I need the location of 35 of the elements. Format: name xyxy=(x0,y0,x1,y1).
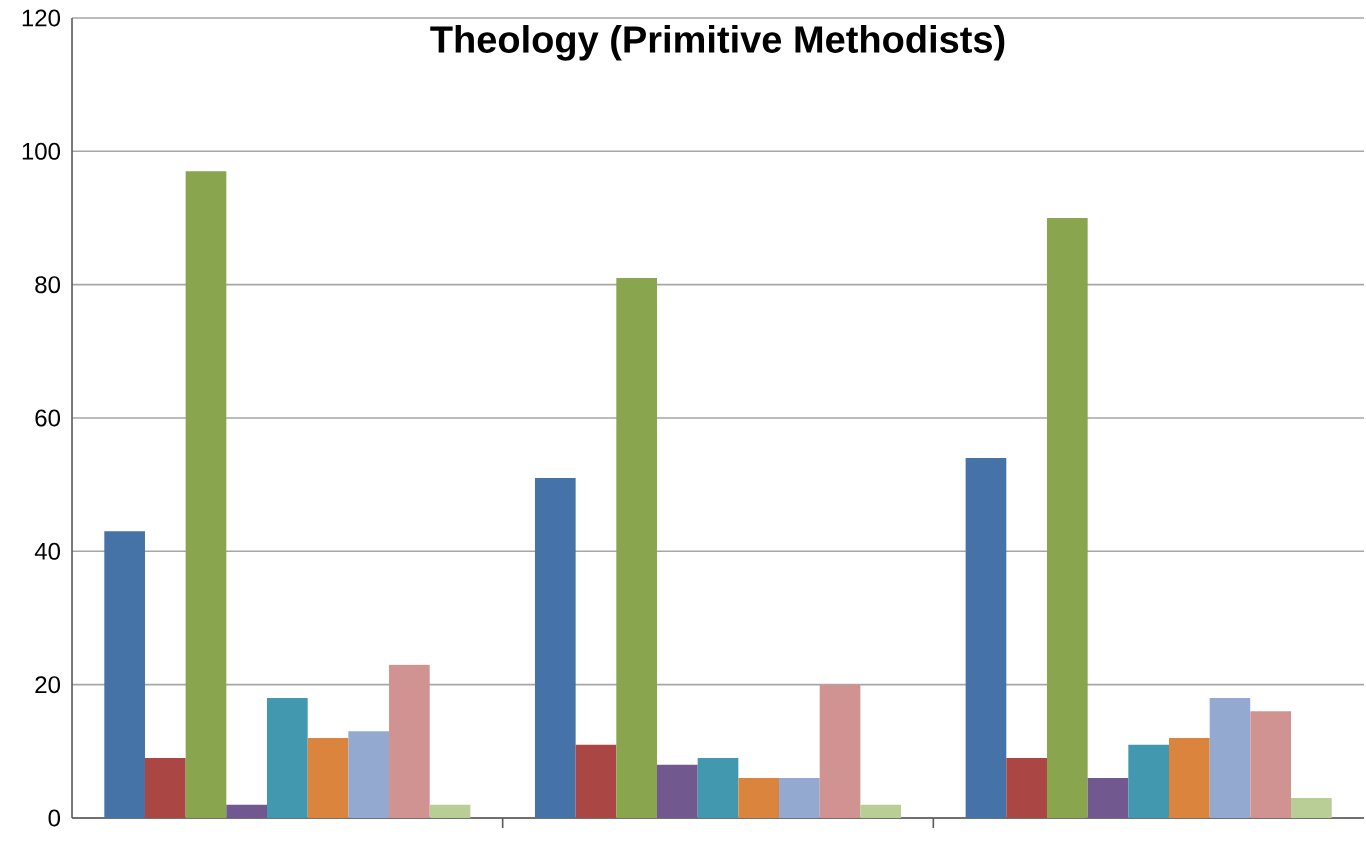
y-tick-label: 100 xyxy=(22,142,61,160)
bar xyxy=(307,737,349,818)
y-tick-label: 0 xyxy=(48,809,61,827)
bar xyxy=(616,277,657,818)
bar xyxy=(965,457,1007,818)
bar xyxy=(104,531,145,818)
bar xyxy=(738,777,780,818)
bar xyxy=(429,804,471,818)
y-tick-label: 60 xyxy=(35,409,61,427)
bar xyxy=(819,684,861,818)
bar xyxy=(1250,711,1292,818)
bar xyxy=(860,804,902,818)
bar xyxy=(267,697,308,818)
bar xyxy=(1046,217,1088,818)
bar xyxy=(656,764,698,818)
bar xyxy=(534,477,576,818)
bar xyxy=(779,777,820,818)
bar xyxy=(1209,697,1251,818)
bar xyxy=(144,757,186,818)
bar xyxy=(1291,797,1332,818)
chart-title: Theology (Primitive Methodists) xyxy=(430,25,1005,61)
bar xyxy=(1128,744,1170,818)
bar xyxy=(226,804,267,818)
y-tick-label: 120 xyxy=(22,9,61,27)
bar xyxy=(348,731,390,818)
bar xyxy=(1169,737,1210,818)
y-tick-label: 20 xyxy=(35,676,61,694)
y-tick-label: 80 xyxy=(35,276,61,294)
bar xyxy=(185,171,227,818)
bar xyxy=(1087,777,1129,818)
bar xyxy=(697,757,739,818)
bar xyxy=(575,744,617,818)
y-tick-label: 40 xyxy=(34,542,61,560)
bar xyxy=(1006,757,1047,818)
bar xyxy=(389,664,430,818)
